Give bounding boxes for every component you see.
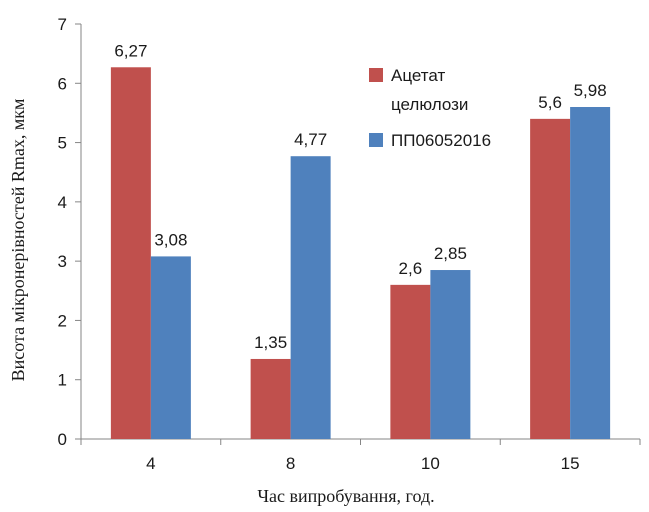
x-tick-label: 4 [146,454,155,473]
data-label: 4,77 [294,130,327,149]
y-tick-label: 2 [58,311,67,330]
legend: Ацетат целюлози ПП06052016 [369,66,491,150]
y-tick-label: 4 [58,193,67,212]
legend-swatch [369,133,383,147]
bar-series-1 [390,284,431,439]
bars [110,67,611,440]
x-tick-label: 10 [421,454,440,473]
data-label: 1,35 [254,333,287,352]
bar-series-2 [570,107,611,439]
data-label: 6,27 [114,41,147,60]
bar-series-2 [430,270,471,439]
data-labels: 6,27 1,35 2,6 5,6 3,08 4,77 2,85 5,98 [114,41,606,352]
x-axis-title: Час випробування, год. [257,486,434,506]
data-label: 2,6 [399,259,423,278]
data-label: 2,85 [434,244,467,263]
x-axis: 4 8 10 15 [80,438,641,473]
y-axis: 0 1 2 3 4 5 6 7 [58,15,82,449]
legend-swatch [369,68,383,82]
y-tick-label: 3 [58,252,67,271]
y-tick-label: 1 [58,371,67,390]
x-tick-label: 8 [286,454,295,473]
x-tick-label: 15 [561,454,580,473]
bar-series-2 [290,156,331,439]
y-tick-label: 0 [58,430,67,449]
data-label: 3,08 [154,230,187,249]
bar-series-1 [530,118,571,439]
y-tick-label: 6 [58,74,67,93]
data-label: 5,6 [538,93,562,112]
y-tick-label: 5 [58,134,67,153]
y-tick-label: 7 [58,15,67,34]
data-label: 5,98 [574,81,607,100]
legend-label: Ацетат [391,66,445,85]
bar-series-1 [110,67,151,440]
legend-label: целюлози [391,95,468,114]
y-axis-title: Висота мікронерівностей Rmax, мкм [8,99,28,382]
bar-series-2 [150,256,191,439]
legend-label: ПП06052016 [391,131,491,150]
bar-series-1 [250,358,291,439]
